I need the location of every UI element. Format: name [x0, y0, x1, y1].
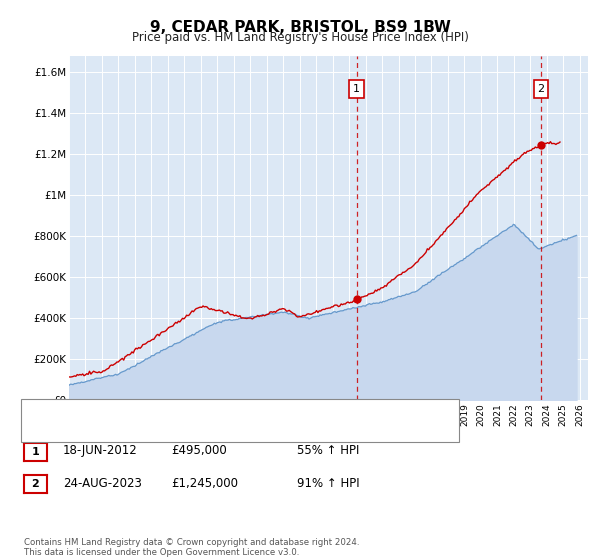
Text: £1,245,000: £1,245,000 — [171, 477, 238, 490]
Text: Contains HM Land Registry data © Crown copyright and database right 2024.
This d: Contains HM Land Registry data © Crown c… — [24, 538, 359, 557]
Text: £495,000: £495,000 — [171, 444, 227, 458]
Text: 1: 1 — [353, 83, 360, 94]
Text: 9, CEDAR PARK, BRISTOL, BS9 1BW: 9, CEDAR PARK, BRISTOL, BS9 1BW — [149, 20, 451, 35]
Text: HPI: Average price, detached house, City of Bristol: HPI: Average price, detached house, City… — [69, 424, 332, 434]
Text: 2: 2 — [32, 479, 39, 489]
Text: 91% ↑ HPI: 91% ↑ HPI — [297, 477, 359, 490]
Text: 24-AUG-2023: 24-AUG-2023 — [63, 477, 142, 490]
Text: 9, CEDAR PARK, BRISTOL, BS9 1BW (detached house): 9, CEDAR PARK, BRISTOL, BS9 1BW (detache… — [69, 407, 347, 417]
Text: 1: 1 — [32, 447, 39, 457]
Text: 18-JUN-2012: 18-JUN-2012 — [63, 444, 138, 458]
Text: 2: 2 — [538, 83, 545, 94]
Text: ————: ———— — [31, 405, 61, 419]
Text: 55% ↑ HPI: 55% ↑ HPI — [297, 444, 359, 458]
Text: Price paid vs. HM Land Registry's House Price Index (HPI): Price paid vs. HM Land Registry's House … — [131, 31, 469, 44]
Text: ————: ———— — [31, 422, 61, 436]
